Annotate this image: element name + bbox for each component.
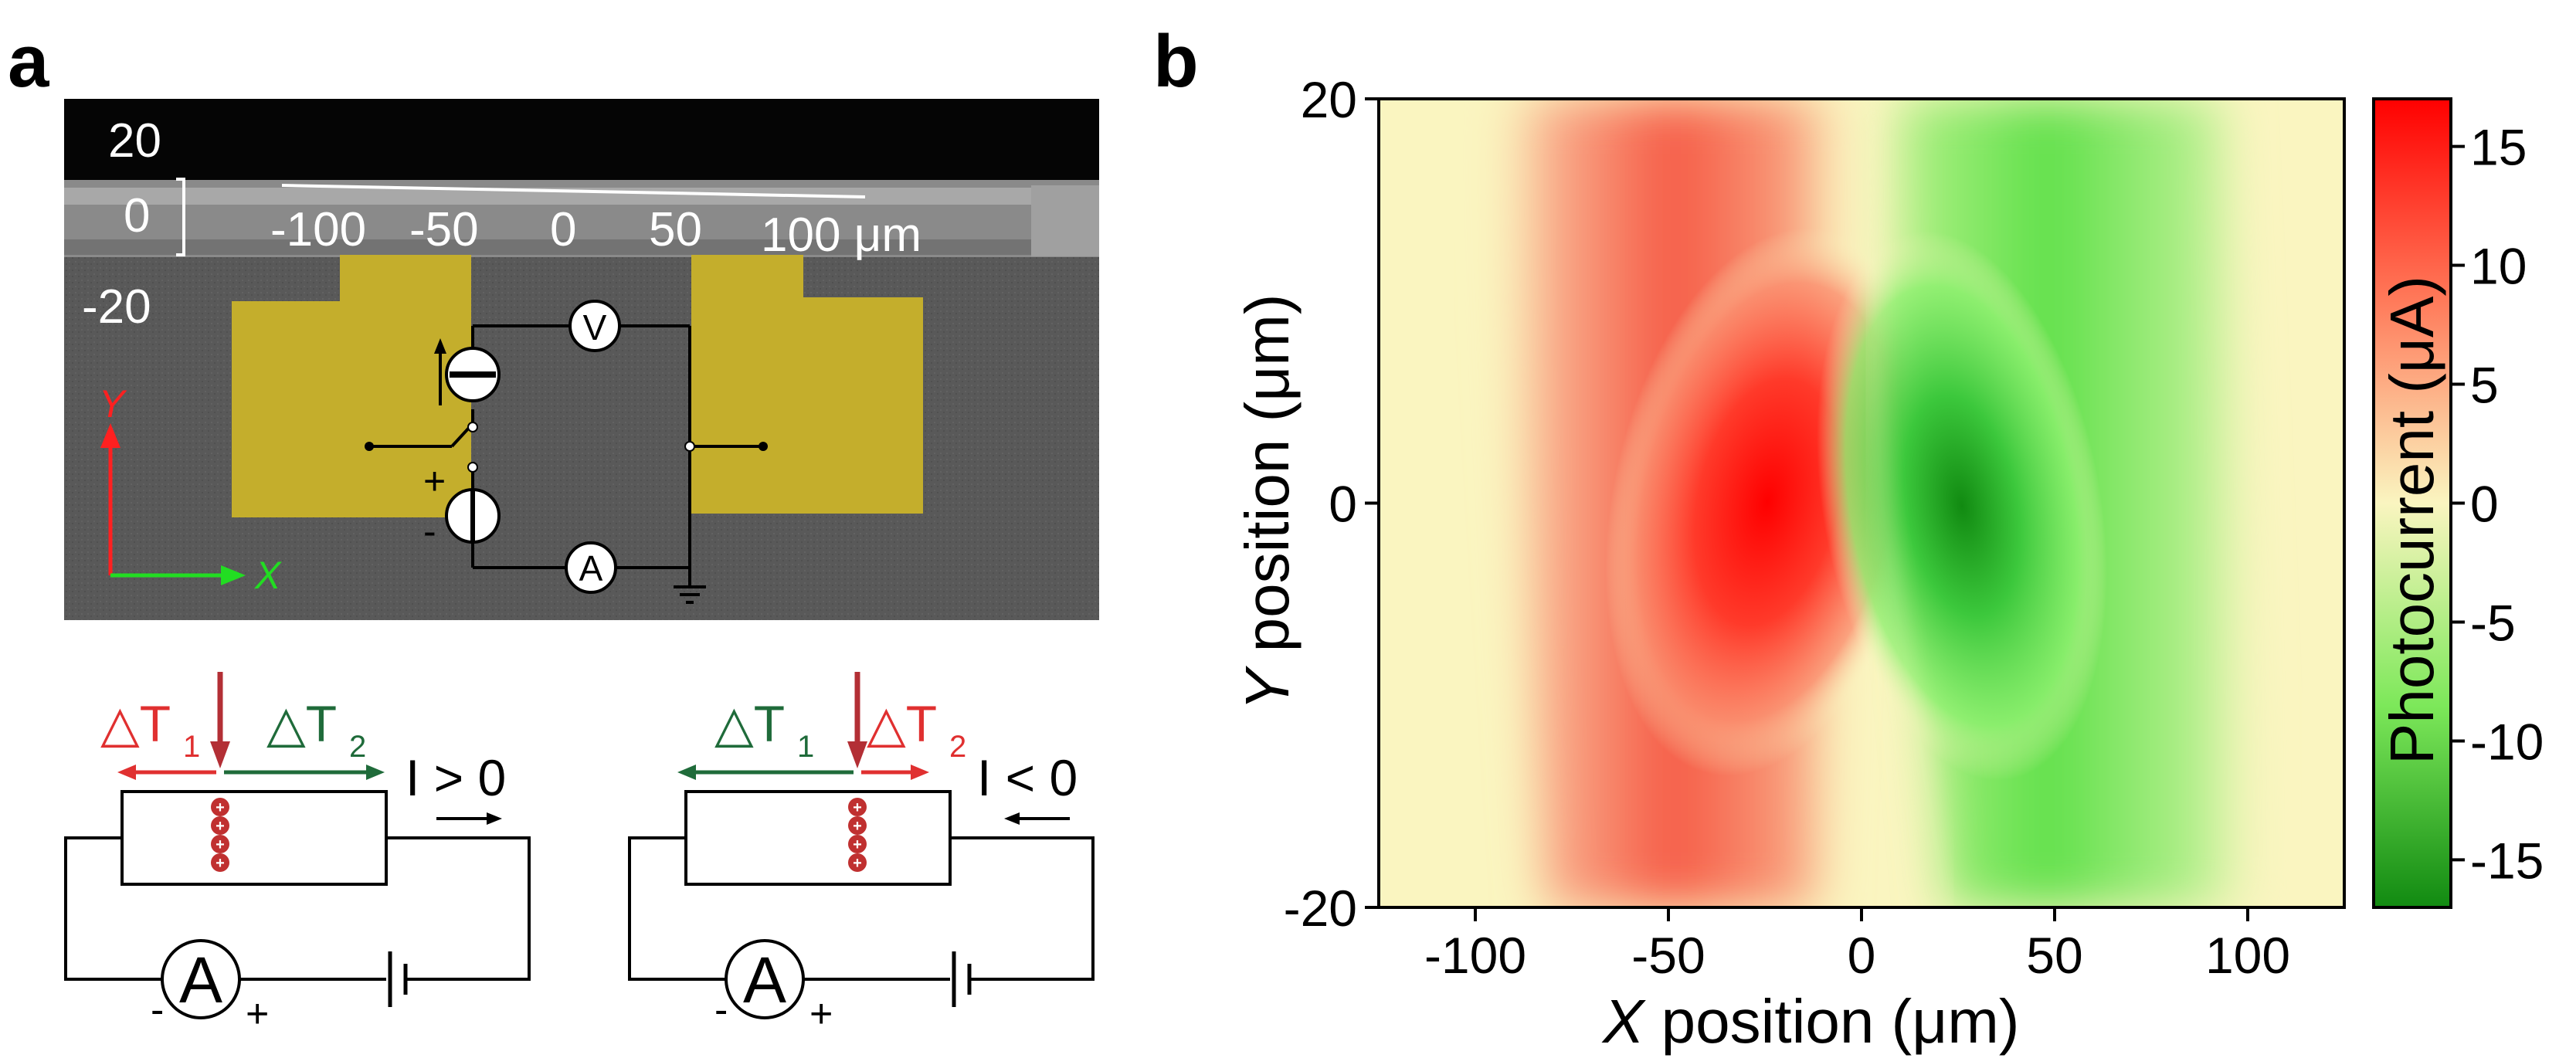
svg-text:+: + <box>216 836 225 853</box>
y-tick-label: 20 <box>1301 71 1357 128</box>
colorbar-gradient <box>2372 97 2452 909</box>
ammeter-icon <box>565 541 617 594</box>
scale-label: -50 <box>409 203 479 256</box>
charge-column: + + + + <box>211 798 229 872</box>
delta-t2-label: △T <box>266 695 337 752</box>
sem-y-label-0: 0 <box>124 189 150 242</box>
colorbar-tick-label: -5 <box>2470 594 2516 651</box>
ammeter-label: A <box>179 944 222 1016</box>
left-electrode <box>232 255 471 517</box>
ammeter-label: A <box>579 548 603 588</box>
sem-bracket <box>176 178 185 256</box>
meter-minus: - <box>151 988 164 1033</box>
scale-label: -100 <box>270 203 366 256</box>
svg-text:+: + <box>853 818 862 835</box>
delta-t1-sub: 1 <box>183 730 200 764</box>
delta-t2-label: △T <box>867 695 937 752</box>
svg-text:+: + <box>853 836 862 853</box>
svg-text:+: + <box>853 855 862 872</box>
colorbar-tick-label: 0 <box>2470 476 2499 533</box>
voltmeter-label: V <box>583 307 607 348</box>
colorbar-tick-label: -15 <box>2470 832 2544 889</box>
schematic-left: A - + △T 1 △T 2 I > 0 + + + + <box>64 672 531 1036</box>
sem-dark-top <box>64 99 1099 180</box>
heatmap-negative-peak <box>1817 231 2107 781</box>
y-tick-label: 0 <box>1329 476 1357 533</box>
ammeter-label: A <box>743 944 786 1016</box>
colorbar-tick-label: -10 <box>2470 713 2544 770</box>
delta-t1-label: △T <box>100 695 171 752</box>
current-label: I < 0 <box>977 749 1078 806</box>
sample-bar <box>120 790 388 886</box>
panel-a-label: a <box>8 20 49 103</box>
x-tick-label: 50 <box>2026 927 2082 984</box>
svg-text:+: + <box>853 799 862 816</box>
svg-text:+: + <box>216 818 225 835</box>
voltmeter-icon <box>568 300 621 352</box>
y-axis-title: Y position (μm) <box>1233 293 1302 710</box>
scale-line <box>281 184 866 198</box>
sample-bar <box>684 790 952 886</box>
ammeter-icon <box>725 939 805 1019</box>
x-axis-title: X position (μm) <box>1601 987 2020 1056</box>
meter-minus: - <box>714 988 728 1033</box>
colorbar-tick-label: 15 <box>2470 119 2527 176</box>
sem-image: 20 0 -20 -100 -50 0 50 100 μm Y X <box>64 99 1099 620</box>
scale-label: 0 <box>550 203 576 256</box>
sem-axis-x-label: X <box>254 554 282 597</box>
x-tick-label: -50 <box>1631 927 1705 984</box>
source-minus: - <box>423 510 436 553</box>
charge-column: + + + + <box>848 798 867 872</box>
colorbar-tick-label: 5 <box>2470 357 2499 414</box>
sem-axis-y-label: Y <box>99 382 127 426</box>
sem-y-label-neg20: -20 <box>82 280 151 334</box>
x-tick-label: 100 <box>2205 927 2290 984</box>
meter-plus: + <box>246 992 269 1036</box>
x-axis: -100 -50 0 50 100 <box>1424 907 2290 984</box>
y-tick-label: -20 <box>1284 880 1357 937</box>
x-tick-label: 0 <box>1848 927 1876 984</box>
colorbar-tick-label: 10 <box>2470 238 2527 295</box>
meter-plus: + <box>809 992 833 1036</box>
right-electrode <box>691 255 923 514</box>
x-tick-label: -100 <box>1424 927 1526 984</box>
delta-t1-label: △T <box>714 695 785 752</box>
scale-label: 100 μm <box>761 209 921 262</box>
colorbar: Photocurrent (μA) 15 10 5 0 -5 -10 -15 <box>2372 97 2544 909</box>
y-axis: 20 0 -20 <box>1284 71 1379 937</box>
svg-text:+: + <box>216 855 225 872</box>
sem-y-label-20: 20 <box>108 114 161 168</box>
svg-text:+: + <box>216 799 225 816</box>
heatmap-plot <box>1377 97 2346 909</box>
current-label: I > 0 <box>406 749 506 806</box>
ammeter-icon <box>161 939 241 1019</box>
source-plus: + <box>423 459 446 503</box>
colorbar-label: Photocurrent (μA) <box>2377 276 2446 765</box>
scale-label: 50 <box>649 203 702 256</box>
delta-t2-sub: 2 <box>349 730 366 764</box>
delta-t2-sub: 2 <box>949 730 966 764</box>
panel-b-label: b <box>1153 20 1199 103</box>
schematic-right: A - + △T 1 △T 2 I < 0 + + + + <box>628 672 1095 1036</box>
delta-t1-sub: 1 <box>797 730 814 764</box>
